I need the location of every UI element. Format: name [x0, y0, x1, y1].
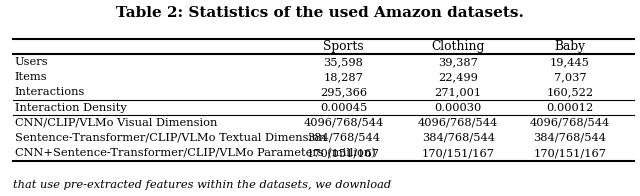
- Text: CNN+Sentence-Transformer/CLIP/VLMo Parameters (million): CNN+Sentence-Transformer/CLIP/VLMo Param…: [15, 148, 376, 158]
- Text: Baby: Baby: [554, 40, 586, 53]
- Text: Items: Items: [15, 72, 47, 82]
- Text: 0.00030: 0.00030: [435, 103, 482, 113]
- Text: 0.00045: 0.00045: [320, 103, 367, 113]
- Text: 35,598: 35,598: [323, 57, 364, 67]
- Text: 39,387: 39,387: [438, 57, 478, 67]
- Text: 295,366: 295,366: [320, 87, 367, 97]
- Text: Sentence-Transformer/CLIP/VLMo Textual Dimension: Sentence-Transformer/CLIP/VLMo Textual D…: [15, 133, 326, 143]
- Text: 271,001: 271,001: [435, 87, 482, 97]
- Text: Interactions: Interactions: [15, 87, 85, 97]
- Text: Table 2: Statistics of the used Amazon datasets.: Table 2: Statistics of the used Amazon d…: [116, 6, 524, 20]
- Text: Interaction Density: Interaction Density: [15, 103, 127, 113]
- Text: 7,037: 7,037: [554, 72, 586, 82]
- Text: Users: Users: [15, 57, 48, 67]
- Text: 0.00012: 0.00012: [547, 103, 593, 113]
- Text: 4096/768/544: 4096/768/544: [418, 118, 499, 128]
- Text: 4096/768/544: 4096/768/544: [530, 118, 610, 128]
- Text: 170/151/167: 170/151/167: [307, 148, 380, 158]
- Text: Clothing: Clothing: [431, 40, 485, 53]
- Text: 160,522: 160,522: [547, 87, 593, 97]
- Text: 22,499: 22,499: [438, 72, 478, 82]
- Text: Sports: Sports: [323, 40, 364, 53]
- Text: CNN/CLIP/VLMo Visual Dimension: CNN/CLIP/VLMo Visual Dimension: [15, 118, 217, 128]
- Text: 384/768/544: 384/768/544: [307, 133, 380, 143]
- Text: 384/768/544: 384/768/544: [422, 133, 495, 143]
- Text: 170/151/167: 170/151/167: [422, 148, 495, 158]
- Text: that use pre-extracted features within the datasets, we download: that use pre-extracted features within t…: [13, 180, 391, 190]
- Text: 170/151/167: 170/151/167: [534, 148, 607, 158]
- Text: 384/768/544: 384/768/544: [534, 133, 607, 143]
- Text: 4096/768/544: 4096/768/544: [303, 118, 383, 128]
- Text: 18,287: 18,287: [323, 72, 364, 82]
- Text: 19,445: 19,445: [550, 57, 590, 67]
